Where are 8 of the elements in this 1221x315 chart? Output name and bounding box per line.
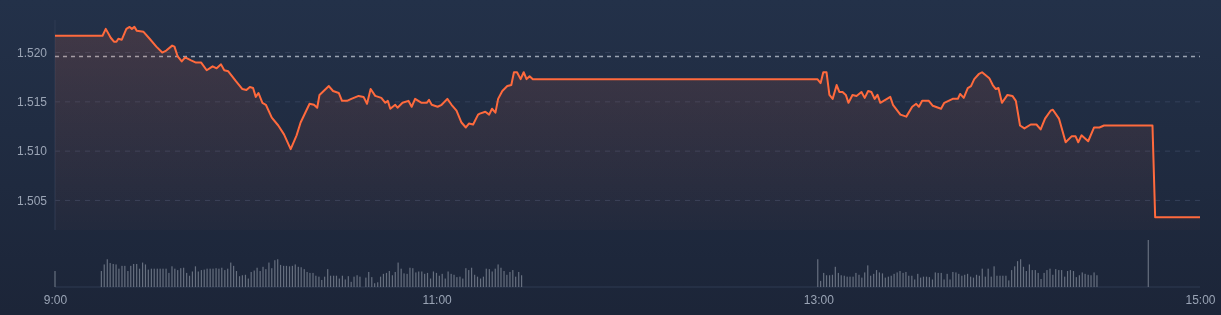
y-tick-label: 1.505 [16,193,48,208]
x-tick-label: 11:00 [422,292,453,307]
x-tick-label: 15:00 [1185,292,1216,307]
x-tick-label: 9:00 [43,292,68,307]
y-tick-label: 1.510 [16,144,48,159]
y-tick-label: 1.520 [16,45,48,60]
x-tick-label: 13:00 [803,292,835,307]
y-tick-label: 1.515 [16,95,48,110]
